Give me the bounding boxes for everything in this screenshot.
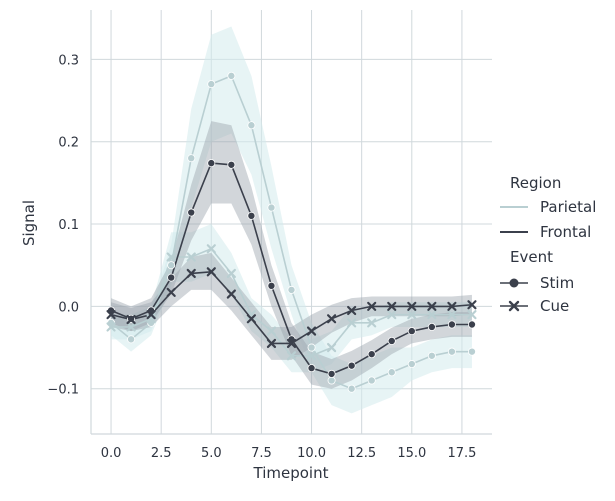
point-frontal-cue xyxy=(166,287,176,297)
point-parietal-cue xyxy=(327,342,337,353)
point-parietal-stim xyxy=(227,71,236,80)
point-frontal-cue xyxy=(407,301,417,311)
point-frontal-cue xyxy=(246,314,256,324)
point-frontal-cue xyxy=(387,301,397,311)
point-parietal-cue xyxy=(226,268,236,279)
point-frontal-cue xyxy=(467,300,477,310)
point-parietal-stim xyxy=(127,335,136,344)
point-parietal-cue xyxy=(166,252,176,262)
point-parietal-stim xyxy=(387,368,396,377)
legend-label-parietal: Parietal xyxy=(540,198,596,216)
x-tick-label: 10.0 xyxy=(297,446,326,461)
point-parietal-stim xyxy=(307,343,316,352)
point-parietal-cue xyxy=(266,326,277,336)
point-parietal-cue xyxy=(186,252,196,262)
point-frontal-stim xyxy=(327,369,336,378)
x-tick-label: 15.0 xyxy=(397,446,426,461)
point-parietal-cue xyxy=(286,351,297,361)
point-parietal-cue xyxy=(347,318,357,328)
point-parietal-cue xyxy=(447,310,457,320)
point-parietal-cue xyxy=(367,318,377,328)
point-frontal-cue xyxy=(206,267,216,277)
tick-labels: 0.0 2.5 5.0 7.5 10.0 12.5 15.0 17.5 −0.1 0.0 0.1 0.… xyxy=(47,53,476,461)
point-frontal-cue xyxy=(126,314,136,325)
point-frontal-stim xyxy=(207,159,216,168)
band-parietal-cue xyxy=(111,224,472,373)
point-parietal-stim xyxy=(467,347,476,356)
legend-label-cue: Cue xyxy=(540,297,569,315)
point-frontal-cue xyxy=(347,305,357,316)
legend-title-event: Event xyxy=(510,248,553,266)
point-frontal-stim xyxy=(367,350,376,359)
series-markers xyxy=(106,71,477,393)
legend-label-frontal: Frontal xyxy=(540,223,591,241)
y-axis-label: Signal xyxy=(20,200,38,246)
point-parietal-cue xyxy=(387,310,397,320)
point-parietal-cue xyxy=(206,244,216,254)
point-frontal-cue xyxy=(106,310,116,320)
point-frontal-stim xyxy=(347,361,356,370)
point-parietal-stim xyxy=(247,121,256,130)
point-parietal-stim xyxy=(447,347,456,356)
x-tick-label: 12.5 xyxy=(347,446,376,461)
y-tick-label: 0.2 xyxy=(58,136,79,151)
point-frontal-cue xyxy=(146,310,156,320)
legend: Region Parietal Frontal Event Stim Cue xyxy=(500,174,596,315)
point-frontal-stim xyxy=(407,327,416,336)
point-frontal-stim xyxy=(307,364,316,373)
point-frontal-stim xyxy=(167,273,176,282)
point-parietal-stim xyxy=(407,360,416,369)
point-frontal-cue xyxy=(266,338,277,349)
y-tick-label: −0.1 xyxy=(47,383,79,398)
x-tick-label: 0.0 xyxy=(101,446,122,461)
point-frontal-cue xyxy=(427,301,437,311)
point-frontal-cue xyxy=(186,268,196,279)
point-frontal-stim xyxy=(447,320,456,329)
y-tick-label: 0.0 xyxy=(58,300,79,315)
x-tick-label: 5.0 xyxy=(201,446,222,461)
y-tick-label: 0.3 xyxy=(58,53,79,68)
point-parietal-stim xyxy=(267,203,276,212)
x-axis-label: Timepoint xyxy=(253,464,329,482)
point-frontal-cue xyxy=(286,338,297,349)
point-parietal-cue xyxy=(407,310,417,320)
point-frontal-stim xyxy=(187,208,196,217)
legend-cue-x-icon xyxy=(508,300,520,312)
point-frontal-stim xyxy=(387,336,396,345)
point-parietal-stim xyxy=(427,351,436,360)
point-parietal-stim xyxy=(167,261,176,270)
point-frontal-stim xyxy=(427,322,436,331)
point-parietal-stim xyxy=(207,80,216,89)
point-frontal-cue xyxy=(367,301,377,311)
x-tick-label: 2.5 xyxy=(151,446,172,461)
axis-spines xyxy=(90,10,492,435)
point-parietal-cue xyxy=(106,322,116,332)
point-parietal-stim xyxy=(187,154,196,163)
x-tick-label: 17.5 xyxy=(447,446,476,461)
legend-label-stim: Stim xyxy=(540,274,574,292)
point-frontal-cue xyxy=(447,301,457,311)
legend-title-region: Region xyxy=(510,174,561,192)
point-parietal-stim xyxy=(367,376,376,385)
point-parietal-cue xyxy=(126,322,136,332)
point-frontal-stim xyxy=(227,160,236,169)
point-parietal-stim xyxy=(287,285,296,294)
point-parietal-cue xyxy=(306,351,317,361)
point-frontal-stim xyxy=(467,320,476,329)
band-frontal-cue xyxy=(111,252,472,360)
point-frontal-cue xyxy=(327,314,337,324)
point-frontal-stim xyxy=(247,211,256,220)
point-parietal-stim xyxy=(327,376,336,385)
y-tick-label: 0.1 xyxy=(58,218,79,233)
point-parietal-stim xyxy=(347,384,356,393)
legend-stim-circle-icon xyxy=(509,278,519,288)
x-tick-label: 7.5 xyxy=(251,446,272,461)
point-frontal-stim xyxy=(267,281,276,290)
point-parietal-cue xyxy=(427,310,437,320)
point-frontal-cue xyxy=(306,326,317,336)
point-frontal-cue xyxy=(226,289,236,299)
point-parietal-cue xyxy=(467,310,477,320)
